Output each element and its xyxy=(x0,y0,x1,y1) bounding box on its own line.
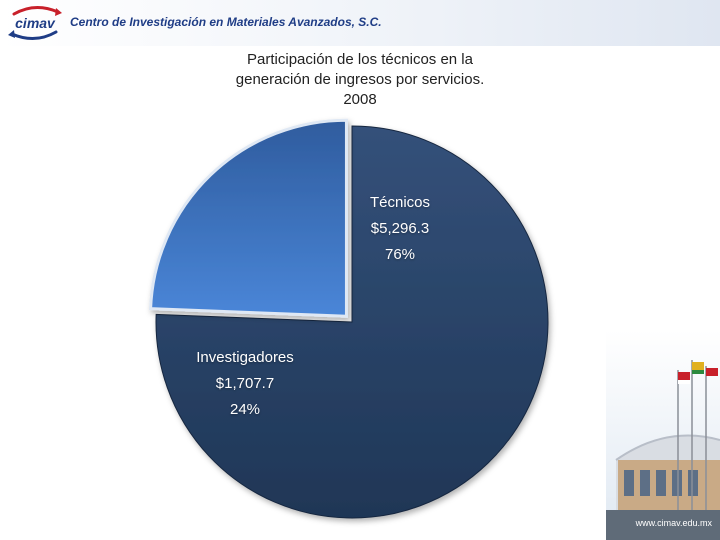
org-name: Centro de Investigación en Materiales Av… xyxy=(70,15,382,29)
chart-title-line-1: Participación de los técnicos en la xyxy=(247,51,473,68)
pie-slice-tecnicos xyxy=(155,125,549,519)
header-bar: cimav Centro de Investigación en Materia… xyxy=(0,0,720,46)
website-url: www.cimav.edu.mx xyxy=(635,518,712,528)
building-photo xyxy=(606,330,720,540)
slice-name-investigadores: Investigadores xyxy=(196,349,294,366)
slice-label-tecnicos: Técnicos $5,296.3 76% xyxy=(330,190,470,268)
slice-value-tecnicos: $5,296.3 xyxy=(370,220,430,237)
slice-percent-investigadores: 24% xyxy=(229,401,261,418)
pie-slice-investigadores xyxy=(149,118,348,318)
cimav-logo: cimav xyxy=(8,6,62,40)
logo-text: cimav xyxy=(15,15,56,31)
chart-title-line-3: 2008 xyxy=(343,91,377,108)
slice-percent-tecnicos: 76% xyxy=(384,246,416,263)
slice-name-tecnicos: Técnicos xyxy=(369,194,431,211)
chart-title: Participación de los técnicos en la gene… xyxy=(160,50,560,110)
chart-title-line-2: generación de ingresos por servicios. xyxy=(235,71,485,88)
slice-label-investigadores: Investigadores $1,707.7 24% xyxy=(170,345,320,423)
slice-value-investigadores: $1,707.7 xyxy=(215,375,275,392)
